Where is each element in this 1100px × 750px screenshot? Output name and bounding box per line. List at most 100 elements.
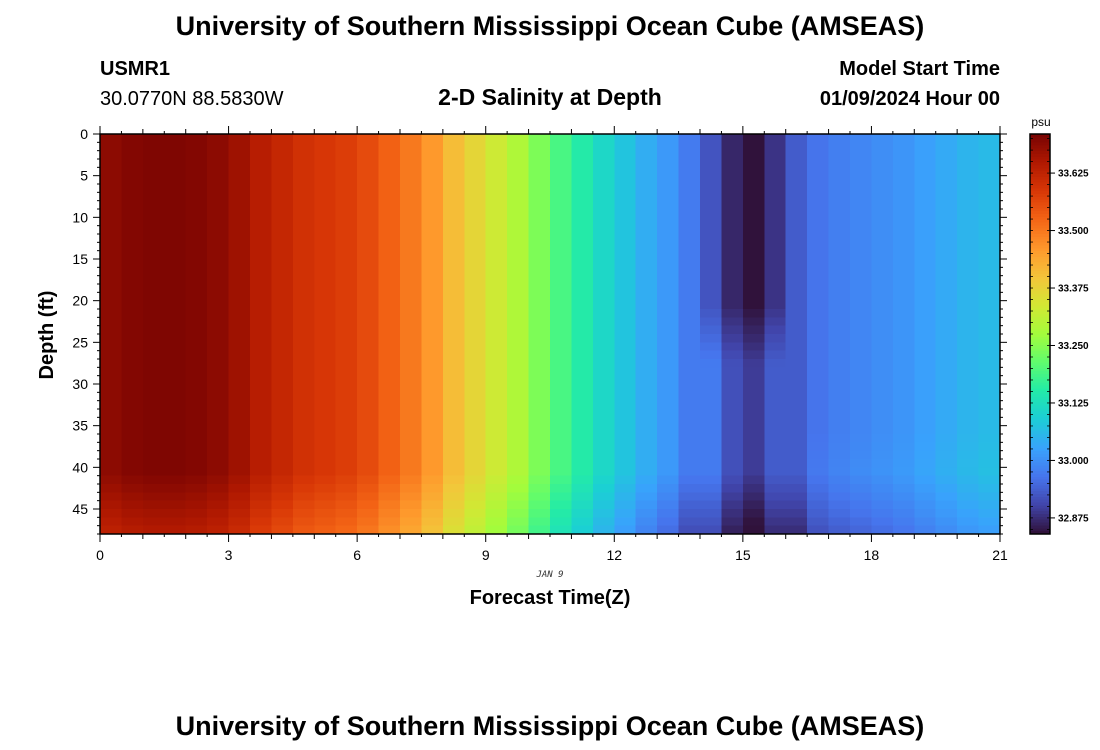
heatmap-cell (121, 192, 144, 202)
heatmap-cell (185, 209, 208, 218)
heatmap-cell (464, 334, 487, 343)
heatmap-cell (785, 192, 808, 202)
heatmap-cell (592, 309, 615, 318)
colorbar-swatch (1030, 334, 1050, 338)
heatmap-cell (207, 150, 230, 160)
heatmap-cell (614, 284, 637, 293)
heatmap-cell (250, 417, 273, 427)
heatmap-cell (121, 217, 144, 227)
heatmap-cell (335, 525, 358, 535)
heatmap-cell (207, 434, 230, 443)
heatmap-cell (142, 417, 165, 427)
heatmap-cell (571, 267, 594, 277)
heatmap-cell (357, 517, 380, 527)
heatmap-cell (978, 250, 1001, 260)
heatmap-cell (400, 350, 423, 360)
heatmap-cell (614, 384, 637, 393)
heatmap-cell (528, 392, 551, 402)
heatmap-cell (850, 475, 873, 485)
heatmap-cell (892, 517, 915, 527)
heatmap-cell (121, 425, 144, 435)
heatmap-cell (807, 184, 830, 193)
heatmap-cell (378, 175, 401, 185)
colorbar-swatch (1030, 419, 1050, 424)
heatmap-cell (721, 442, 744, 452)
heatmap-cell (314, 317, 337, 327)
y-tick-label: 10 (72, 209, 88, 225)
heatmap-cell (635, 367, 658, 377)
heatmap-cell (100, 500, 123, 510)
heatmap-cell (335, 409, 358, 418)
heatmap-cell (721, 275, 744, 285)
heatmap-cell (914, 167, 937, 177)
heatmap-cell (357, 492, 380, 502)
heatmap-cell (785, 417, 808, 427)
heatmap-cell (871, 292, 894, 302)
heatmap-cell (571, 475, 594, 485)
heatmap-cell (978, 409, 1001, 418)
heatmap-cell (378, 325, 401, 335)
heatmap-cell (121, 492, 144, 502)
colorbar-swatch (1030, 288, 1050, 292)
colorbar-swatch (1030, 316, 1050, 321)
colorbar-swatch (1030, 285, 1050, 289)
heatmap-cell (871, 150, 894, 160)
heatmap-cell (335, 375, 358, 385)
colorbar-swatch (1030, 348, 1050, 352)
heatmap-cell (850, 425, 873, 435)
heatmap-cell (528, 209, 551, 218)
heatmap-cell (464, 359, 487, 368)
heatmap-cell (142, 217, 165, 227)
heatmap-cell (507, 267, 530, 277)
heatmap-cell (978, 225, 1001, 235)
heatmap-cell (378, 259, 401, 268)
heatmap-cell (442, 350, 465, 360)
heatmap-cell (678, 484, 701, 493)
heatmap-cell (207, 409, 230, 418)
heatmap-cell (785, 175, 808, 185)
heatmap-cell (892, 384, 915, 393)
heatmap-cell (550, 200, 573, 210)
heatmap-cell (978, 284, 1001, 293)
heatmap-cell (592, 517, 615, 527)
heatmap-cell (871, 134, 894, 143)
colorbar-swatch (1030, 151, 1050, 155)
heatmap-cell (507, 467, 530, 477)
heatmap-cell (164, 317, 187, 327)
heatmap-cell (635, 500, 658, 510)
heatmap-cell (592, 200, 615, 210)
heatmap-cell (228, 400, 251, 410)
heatmap-cell (957, 192, 980, 202)
heatmap-cell (271, 192, 294, 202)
heatmap-cell (957, 259, 980, 268)
heatmap-cell (228, 417, 251, 427)
heatmap-cell (892, 434, 915, 443)
heatmap-cell (614, 500, 637, 510)
colorbar-tick-label: 32.875 (1058, 513, 1089, 524)
heatmap-cell (121, 509, 144, 518)
heatmap-cell (742, 284, 765, 293)
heatmap-cell (700, 284, 723, 293)
colorbar-swatch (1030, 256, 1050, 261)
colorbar-swatch (1030, 519, 1050, 524)
heatmap-cell (850, 300, 873, 310)
heatmap-cell (271, 342, 294, 352)
heatmap-cell (592, 475, 615, 485)
heatmap-cell (721, 525, 744, 535)
heatmap-cell (228, 459, 251, 468)
heatmap-cell (785, 500, 808, 510)
heatmap-cell (485, 342, 508, 352)
heatmap-cell (700, 317, 723, 327)
heatmap-cell (378, 234, 401, 243)
heatmap-cell (571, 134, 594, 143)
y-tick-label: 5 (80, 168, 88, 184)
heatmap-cell (850, 442, 873, 452)
heatmap-cell (335, 467, 358, 477)
heatmap-cell (657, 492, 680, 502)
heatmap-cell (292, 450, 315, 460)
heatmap-cell (314, 159, 337, 168)
heatmap-cell (357, 475, 380, 485)
heatmap-cell (592, 142, 615, 152)
heatmap-cell (185, 350, 208, 360)
heatmap-cell (378, 400, 401, 410)
